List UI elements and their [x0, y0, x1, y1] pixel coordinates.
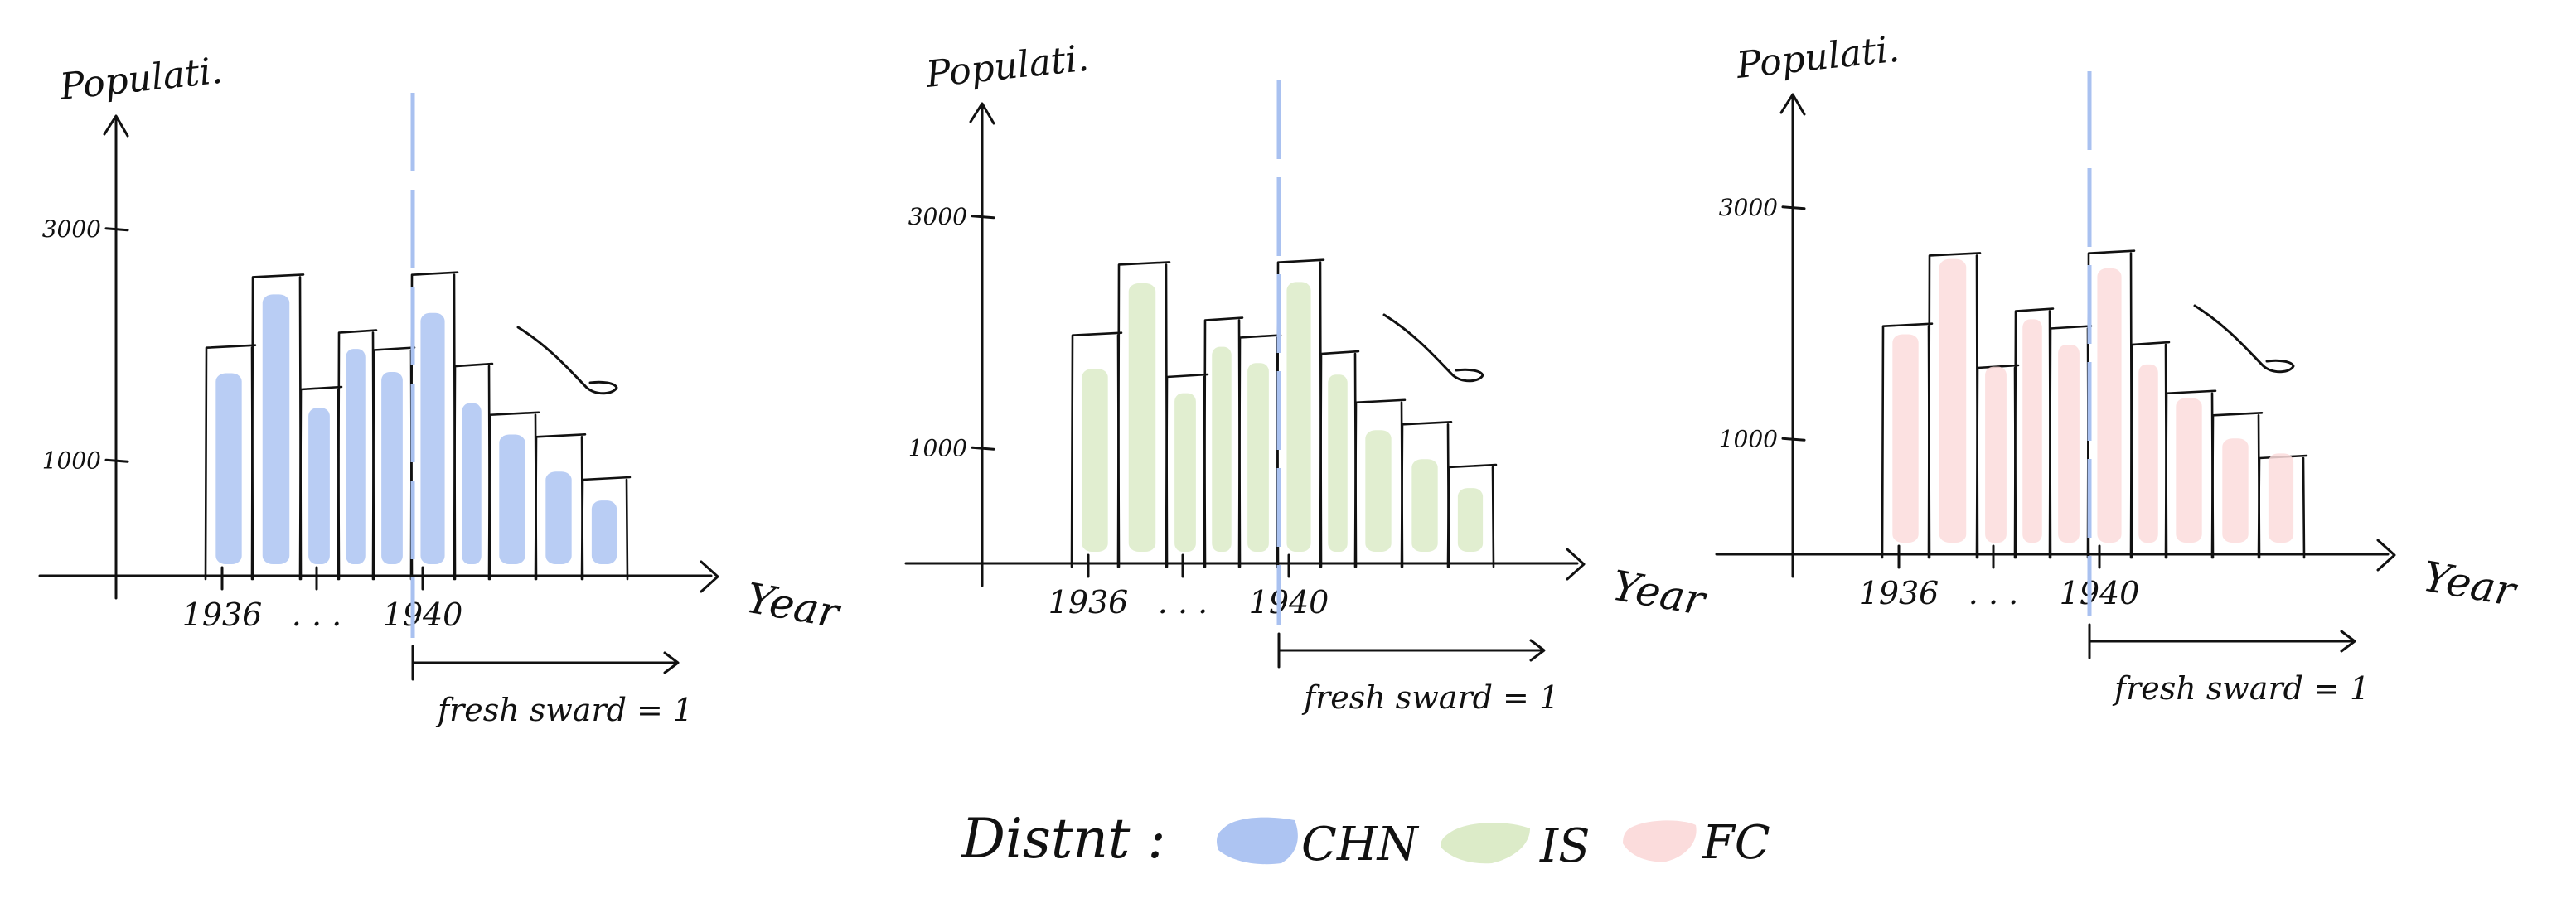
- x-tick-label-2: 1940: [2060, 575, 2140, 611]
- bar-8: [1411, 459, 1438, 552]
- y-tick-0: [104, 227, 129, 232]
- panel-fc: Populati. Year 3000 1000 1936 . . . 1940 fresh …: [1715, 28, 2521, 707]
- bar-6: [2138, 364, 2158, 543]
- bar-5: [2097, 268, 2122, 543]
- x-tick-label-0: 1936: [182, 596, 263, 633]
- bar-3: [2022, 319, 2042, 543]
- y-axis-label: Populati.: [1734, 28, 1901, 87]
- bar-8: [545, 471, 572, 564]
- bar-9: [2268, 453, 2294, 543]
- bar-2: [308, 408, 330, 564]
- legend-swatch-chn: [1217, 817, 1298, 865]
- y-tick-label-1: 1000: [908, 434, 967, 461]
- y-tick-label-1: 1000: [1719, 425, 1778, 452]
- bar-7: [499, 434, 525, 564]
- x-axis-label: Year: [1609, 562, 1711, 625]
- chart-panels: Populati. Year 3000 1000 1936 . . . 1940 fresh …: [38, 28, 2521, 728]
- y-tick-1: [104, 458, 129, 463]
- legend-item-is: IS: [1441, 819, 1590, 873]
- bar-outline-9: [580, 476, 632, 581]
- bar-4: [1247, 363, 1269, 552]
- bar-3: [346, 349, 366, 564]
- bar-1: [262, 294, 290, 564]
- bar-outline-9: [1446, 463, 1498, 568]
- bar-4: [381, 372, 403, 564]
- bar-5: [1286, 282, 1311, 552]
- y-axis-arrow: [969, 102, 995, 125]
- bar-4: [2058, 345, 2080, 543]
- y-tick-0: [971, 215, 995, 220]
- panel-is: Populati. Year 3000 1000 1936 . . . 1940 fresh …: [904, 37, 1711, 716]
- legend-item-chn: CHN: [1217, 817, 1420, 872]
- trend-arrow: [1382, 313, 1484, 383]
- x-axis-arrow: [2376, 539, 2396, 572]
- range-arrow-head: [1529, 639, 1546, 662]
- y-axis-arrow: [103, 114, 129, 138]
- bar-7: [1365, 430, 1392, 552]
- bar-6: [1328, 374, 1348, 552]
- bar-2: [1985, 366, 2007, 543]
- y-tick-label-0: 3000: [42, 215, 101, 243]
- legend-label-chn: CHN: [1301, 818, 1420, 872]
- x-tick-label-1: . . .: [1158, 584, 1208, 621]
- range-arrow-head: [2340, 630, 2356, 653]
- bar-3: [1212, 346, 1232, 552]
- trend-arrow: [2193, 304, 2295, 374]
- range-label: fresh sward = 1: [1301, 679, 1559, 716]
- range-arrow-head: [663, 651, 680, 674]
- y-axis-arrow: [1779, 93, 1806, 116]
- legend-item-fc: FC: [1623, 816, 1770, 870]
- y-tick-label-0: 3000: [1719, 194, 1778, 221]
- bar-1: [1128, 283, 1156, 552]
- x-axis-label: Year: [2419, 553, 2521, 616]
- trend-arrow: [516, 326, 618, 395]
- bar-7: [2176, 398, 2202, 543]
- y-tick-1: [1781, 437, 1806, 442]
- range-label: fresh sward = 1: [435, 692, 693, 728]
- x-axis-arrow: [1566, 548, 1586, 581]
- y-tick-1: [971, 446, 995, 451]
- legend-swatch-is: [1441, 823, 1530, 864]
- bar-5: [420, 312, 445, 564]
- x-tick-label-1: . . .: [1968, 575, 2018, 611]
- x-tick-label-2: 1940: [383, 596, 463, 633]
- bar-0: [215, 373, 242, 564]
- panel-chn: Populati. Year 3000 1000 1936 . . . 1940 fresh …: [38, 50, 845, 728]
- legend-label-fc: FC: [1702, 816, 1770, 870]
- y-tick-label-1: 1000: [42, 447, 101, 474]
- bar-0: [1082, 369, 1108, 552]
- bar-9: [1457, 488, 1484, 552]
- bar-6: [462, 403, 482, 564]
- range-label: fresh sward = 1: [2112, 670, 2370, 707]
- bar-9: [591, 500, 617, 564]
- bar-2: [1174, 393, 1196, 552]
- y-tick-label-0: 3000: [908, 203, 967, 230]
- x-axis-label: Year: [743, 574, 845, 638]
- bar-8: [2222, 438, 2249, 543]
- legend-title: Distnt :: [961, 807, 1166, 871]
- bar-1: [1939, 258, 1967, 543]
- x-axis-arrow: [700, 560, 719, 593]
- y-axis-label: Populati.: [923, 37, 1091, 96]
- x-tick-label-0: 1936: [1859, 575, 1939, 611]
- y-axis-label: Populati.: [57, 50, 225, 109]
- legend-swatch-fc: [1623, 820, 1697, 862]
- legend-label-is: IS: [1539, 819, 1590, 873]
- bar-0: [1892, 334, 1919, 543]
- x-tick-label-0: 1936: [1048, 584, 1129, 621]
- x-tick-label-1: . . .: [292, 596, 341, 633]
- y-tick-0: [1781, 205, 1806, 210]
- legend: Distnt : CHN IS FC: [961, 807, 1770, 873]
- x-tick-label-2: 1940: [1249, 584, 1329, 621]
